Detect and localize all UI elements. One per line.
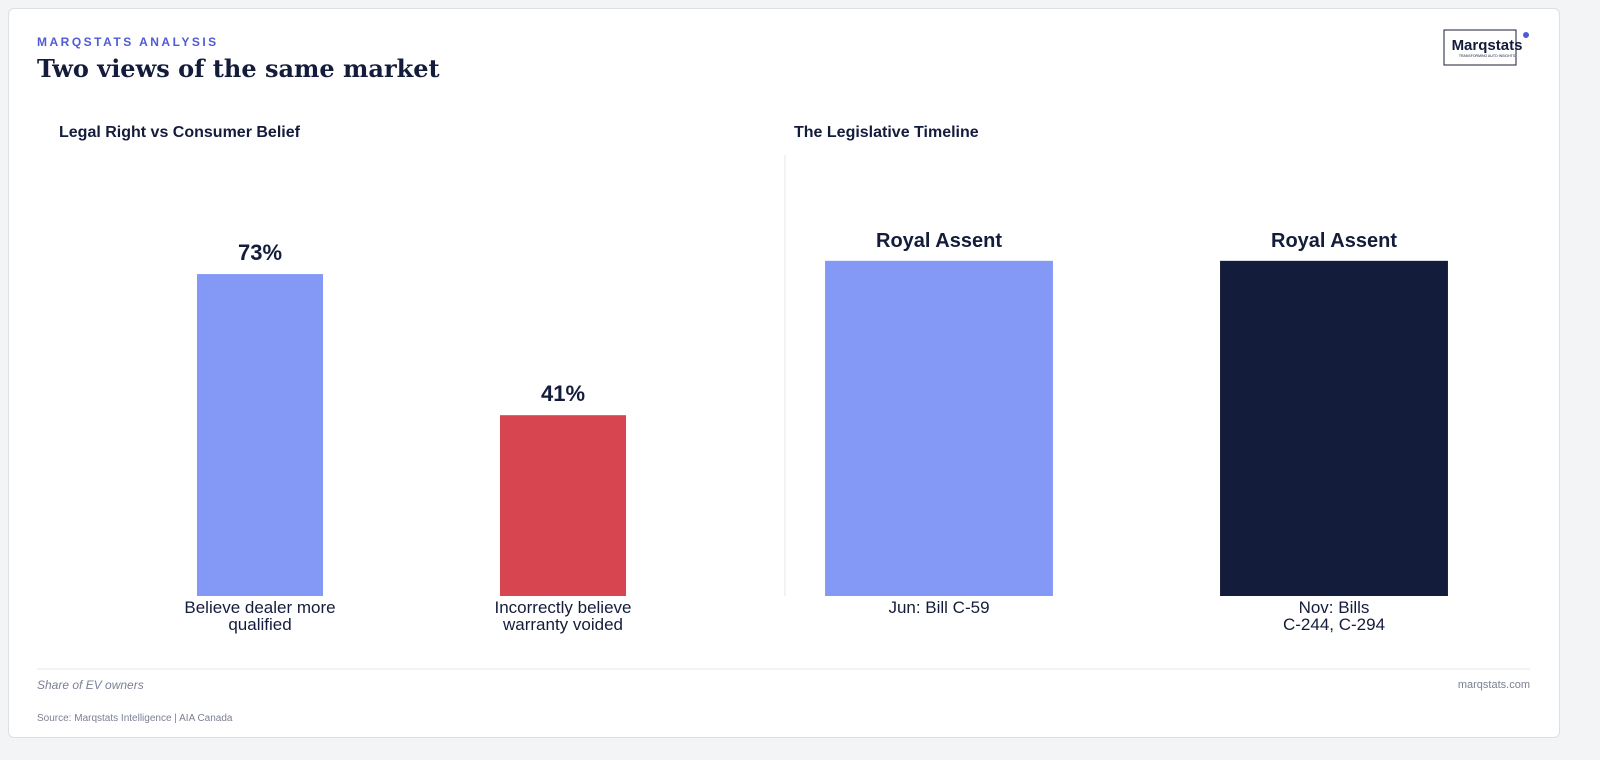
category-label: Believe dealer more qualified [184, 598, 336, 634]
bar [825, 260, 1053, 596]
category-label: Jun: Bill C-59 [888, 598, 990, 617]
chart-title: Legal Right vs Consumer Belief [59, 124, 301, 141]
eyebrow: MARQSTATS ANALYSIS [37, 35, 219, 49]
logo-tagline: TRANSFORMING AUTO INSIGHTS [1459, 54, 1516, 58]
bar [1220, 260, 1448, 596]
logo-frame [1443, 29, 1517, 66]
annotation: Royal Assent [1271, 230, 1397, 252]
value-label: 73% [238, 240, 282, 265]
category-label: Incorrectly believe warranty voided [494, 598, 632, 634]
bar [499, 415, 627, 596]
bar [196, 274, 324, 596]
logo-name: Marqstats [1452, 37, 1523, 54]
category-label: Nov: Bills C-244, C-294 [1282, 598, 1386, 634]
footer-note: Share of EV owners [37, 678, 144, 692]
logo-dot [1523, 32, 1529, 38]
chart-title: The Legislative Timeline [794, 124, 979, 141]
page-title: Two views of the same market [37, 54, 440, 83]
footer-source: Source: Marqstats Intelligence | AIA Can… [37, 713, 233, 724]
annotation: Royal Assent [876, 230, 1002, 252]
footer-site: marqstats.com [1458, 679, 1530, 691]
value-label: 41% [541, 381, 585, 406]
